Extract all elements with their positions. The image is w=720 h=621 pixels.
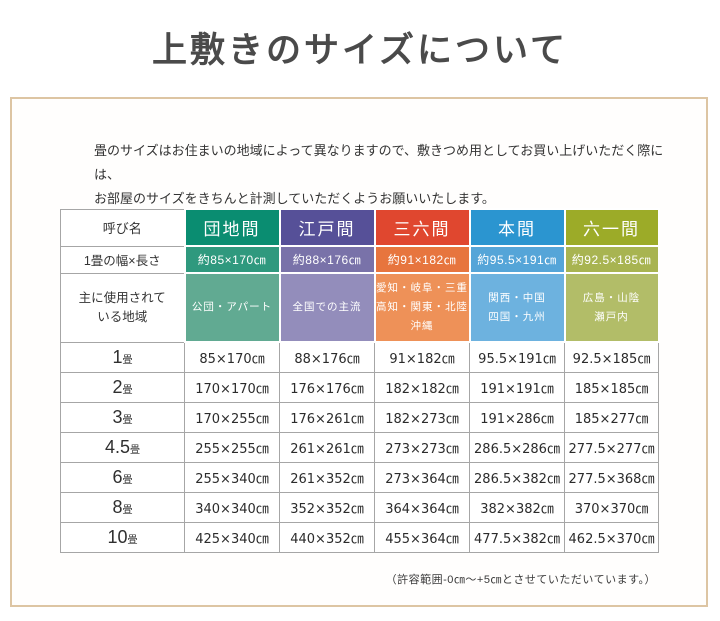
description-line-1: 畳のサイズはお住まいの地域によって異なりますので、敷きつめ用としてお買い上げいた… — [94, 143, 664, 182]
unit-size-rokuichima: 約92.5×185㎝ — [563, 245, 660, 274]
value-cell: 182×273㎝ — [374, 401, 470, 433]
row-label-4-5jo: 4.5畳 — [60, 431, 185, 463]
region-honma: 関西・中国 四国・九州 — [468, 272, 566, 343]
value-cell: 286.5×286㎝ — [469, 431, 565, 463]
value-cell: 255×340㎝ — [184, 461, 280, 493]
column-header-sanrokuma: 三六間 — [373, 208, 471, 247]
row-label-8jo: 8畳 — [60, 491, 185, 523]
unit-size-danchima: 約85×170㎝ — [183, 245, 281, 274]
region-sanrokuma: 愛知・岐阜・三重 高知・関東・北陸 沖縄 — [373, 272, 471, 343]
value-cell: 455×364㎝ — [374, 521, 470, 553]
value-cell: 370×370㎝ — [564, 491, 659, 523]
value-cell: 286.5×382㎝ — [469, 461, 565, 493]
value-cell: 170×255㎝ — [184, 401, 280, 433]
region-danchima: 公団・アパート — [183, 272, 281, 343]
value-cell: 95.5×191㎝ — [469, 341, 565, 373]
value-cell: 477.5×382㎝ — [469, 521, 565, 553]
value-cell: 261×261㎝ — [279, 431, 375, 463]
description-text: 畳のサイズはお住まいの地域によって異なりますので、敷きつめ用としてお買い上げいた… — [94, 139, 674, 211]
value-cell: 261×352㎝ — [279, 461, 375, 493]
row-header-unit-size: 1畳の幅×長さ — [60, 245, 185, 274]
page-title: 上敷きのサイズについて — [152, 31, 568, 70]
row-label-3jo: 3畳 — [60, 401, 185, 433]
value-cell: 91×182㎝ — [374, 341, 470, 373]
value-cell: 364×364㎝ — [374, 491, 470, 523]
column-header-honma: 本間 — [468, 208, 566, 247]
region-row: 主に使用されて いる地域 公団・アパート 全国での主流 愛知・岐阜・三重 高知・… — [60, 272, 660, 343]
value-cell: 185×185㎝ — [564, 371, 659, 403]
value-cell: 277.5×277㎝ — [564, 431, 659, 463]
value-cell: 92.5×185㎝ — [564, 341, 659, 373]
value-cell: 273×273㎝ — [374, 431, 470, 463]
row-label-10jo: 10畳 — [60, 521, 185, 553]
value-cell: 273×364㎝ — [374, 461, 470, 493]
size-row-6jo: 6畳 255×340㎝ 261×352㎝ 273×364㎝ 286.5×382㎝… — [60, 461, 659, 493]
value-cell: 340×340㎝ — [184, 491, 280, 523]
region-edoma: 全国での主流 — [278, 272, 376, 343]
value-cell: 176×261㎝ — [279, 401, 375, 433]
tatami-unit-size-row: 1畳の幅×長さ 約85×170㎝ 約88×176㎝ 約91×182㎝ 約95.5… — [60, 245, 660, 274]
unit-size-sanrokuma: 約91×182㎝ — [373, 245, 471, 274]
tolerance-note: （許容範囲-0㎝～+5㎝とさせていただいています。） — [385, 574, 656, 586]
size-row-3jo: 3畳 170×255㎝ 176×261㎝ 182×273㎝ 191×286㎝ 1… — [60, 401, 659, 433]
size-row-4-5jo: 4.5畳 255×255㎝ 261×261㎝ 273×273㎝ 286.5×28… — [60, 431, 659, 463]
value-cell: 176×176㎝ — [279, 371, 375, 403]
value-cell: 170×170㎝ — [184, 371, 280, 403]
size-row-8jo: 8畳 340×340㎝ 352×352㎝ 364×364㎝ 382×382㎝ 3… — [60, 491, 659, 523]
value-cell: 191×191㎝ — [469, 371, 565, 403]
table-header-row: 呼び名 団地間 江戸間 三六間 本間 六一間 — [60, 208, 660, 247]
unit-size-honma: 約95.5×191㎝ — [468, 245, 566, 274]
value-cell: 425×340㎝ — [184, 521, 280, 553]
size-row-10jo: 10畳 425×340㎝ 440×352㎝ 455×364㎝ 477.5×382… — [60, 521, 659, 553]
row-label-6jo: 6畳 — [60, 461, 185, 493]
column-header-edoma: 江戸間 — [278, 208, 376, 247]
tatami-size-table: 呼び名 団地間 江戸間 三六間 本間 六一間 1畳の幅×長さ 約85×170㎝ … — [60, 208, 660, 553]
value-cell: 185×277㎝ — [564, 401, 659, 433]
column-header-rokuichima: 六一間 — [563, 208, 660, 247]
row-label-1jo: 1畳 — [60, 341, 185, 373]
corner-header-yobina: 呼び名 — [60, 208, 185, 247]
column-header-danchima: 団地間 — [183, 208, 281, 247]
value-cell: 88×176㎝ — [279, 341, 375, 373]
value-cell: 191×286㎝ — [469, 401, 565, 433]
size-row-2jo: 2畳 170×170㎝ 176×176㎝ 182×182㎝ 191×191㎝ 1… — [60, 371, 659, 403]
value-cell: 277.5×368㎝ — [564, 461, 659, 493]
unit-size-edoma: 約88×176㎝ — [278, 245, 376, 274]
value-cell: 382×382㎝ — [469, 491, 565, 523]
content-panel: 畳のサイズはお住まいの地域によって異なりますので、敷きつめ用としてお買い上げいた… — [10, 97, 708, 607]
region-rokuichima: 広島・山陰 瀬戸内 — [563, 272, 660, 343]
value-cell: 255×255㎝ — [184, 431, 280, 463]
size-row-1jo: 1畳 85×170㎝ 88×176㎝ 91×182㎝ 95.5×191㎝ 92.… — [60, 341, 659, 373]
row-label-2jo: 2畳 — [60, 371, 185, 403]
value-cell: 182×182㎝ — [374, 371, 470, 403]
description-line-2: お部屋のサイズをきちんと計測していただくようお願いいたします。 — [94, 191, 495, 206]
value-cell: 462.5×370㎝ — [564, 521, 659, 553]
value-cell: 352×352㎝ — [279, 491, 375, 523]
value-cell: 85×170㎝ — [184, 341, 280, 373]
row-header-region: 主に使用されて いる地域 — [60, 272, 185, 343]
value-cell: 440×352㎝ — [279, 521, 375, 553]
